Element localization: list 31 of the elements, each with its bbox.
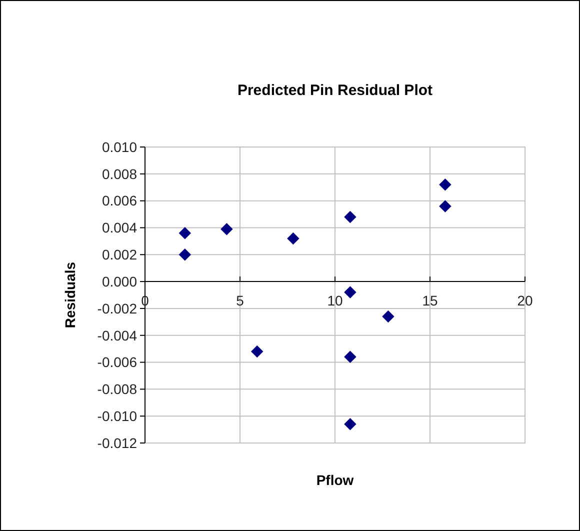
point — [344, 350, 356, 364]
y-tick-label: 0.002 — [102, 246, 138, 263]
x-axis-title: Pflow — [316, 472, 354, 488]
y-tick-label: -0.010 — [97, 408, 138, 424]
x-tick-label: 20 — [517, 292, 533, 309]
y-tick-label: 0.008 — [102, 166, 138, 182]
point — [344, 418, 356, 430]
y-tick-label: 0.010 — [102, 138, 138, 155]
point — [344, 286, 356, 298]
y-tick-label: -0.004 — [97, 327, 138, 344]
x-tick-label: 10 — [327, 292, 343, 309]
y-tick-label: -0.006 — [97, 354, 138, 370]
y-axis-title: Residuals — [62, 262, 78, 328]
point — [344, 210, 356, 224]
y-tick-label: -0.002 — [97, 300, 138, 316]
point — [382, 310, 394, 323]
chart-title: Predicted Pin Residual Plot — [237, 82, 433, 99]
point — [220, 222, 233, 236]
y-tick-label: 0.006 — [102, 192, 138, 209]
x-tick-label: 5 — [236, 292, 244, 309]
point — [178, 226, 192, 240]
point — [287, 232, 300, 245]
y-tick-label: -0.012 — [97, 434, 138, 451]
point — [250, 345, 264, 358]
y-tick-label: -0.008 — [97, 381, 138, 398]
point — [178, 248, 192, 261]
point — [439, 200, 452, 212]
x-tick-label: 15 — [422, 292, 438, 309]
y-tick-label: 0.004 — [102, 220, 138, 236]
point — [439, 178, 452, 191]
y-tick-label: 0.000 — [102, 273, 138, 290]
